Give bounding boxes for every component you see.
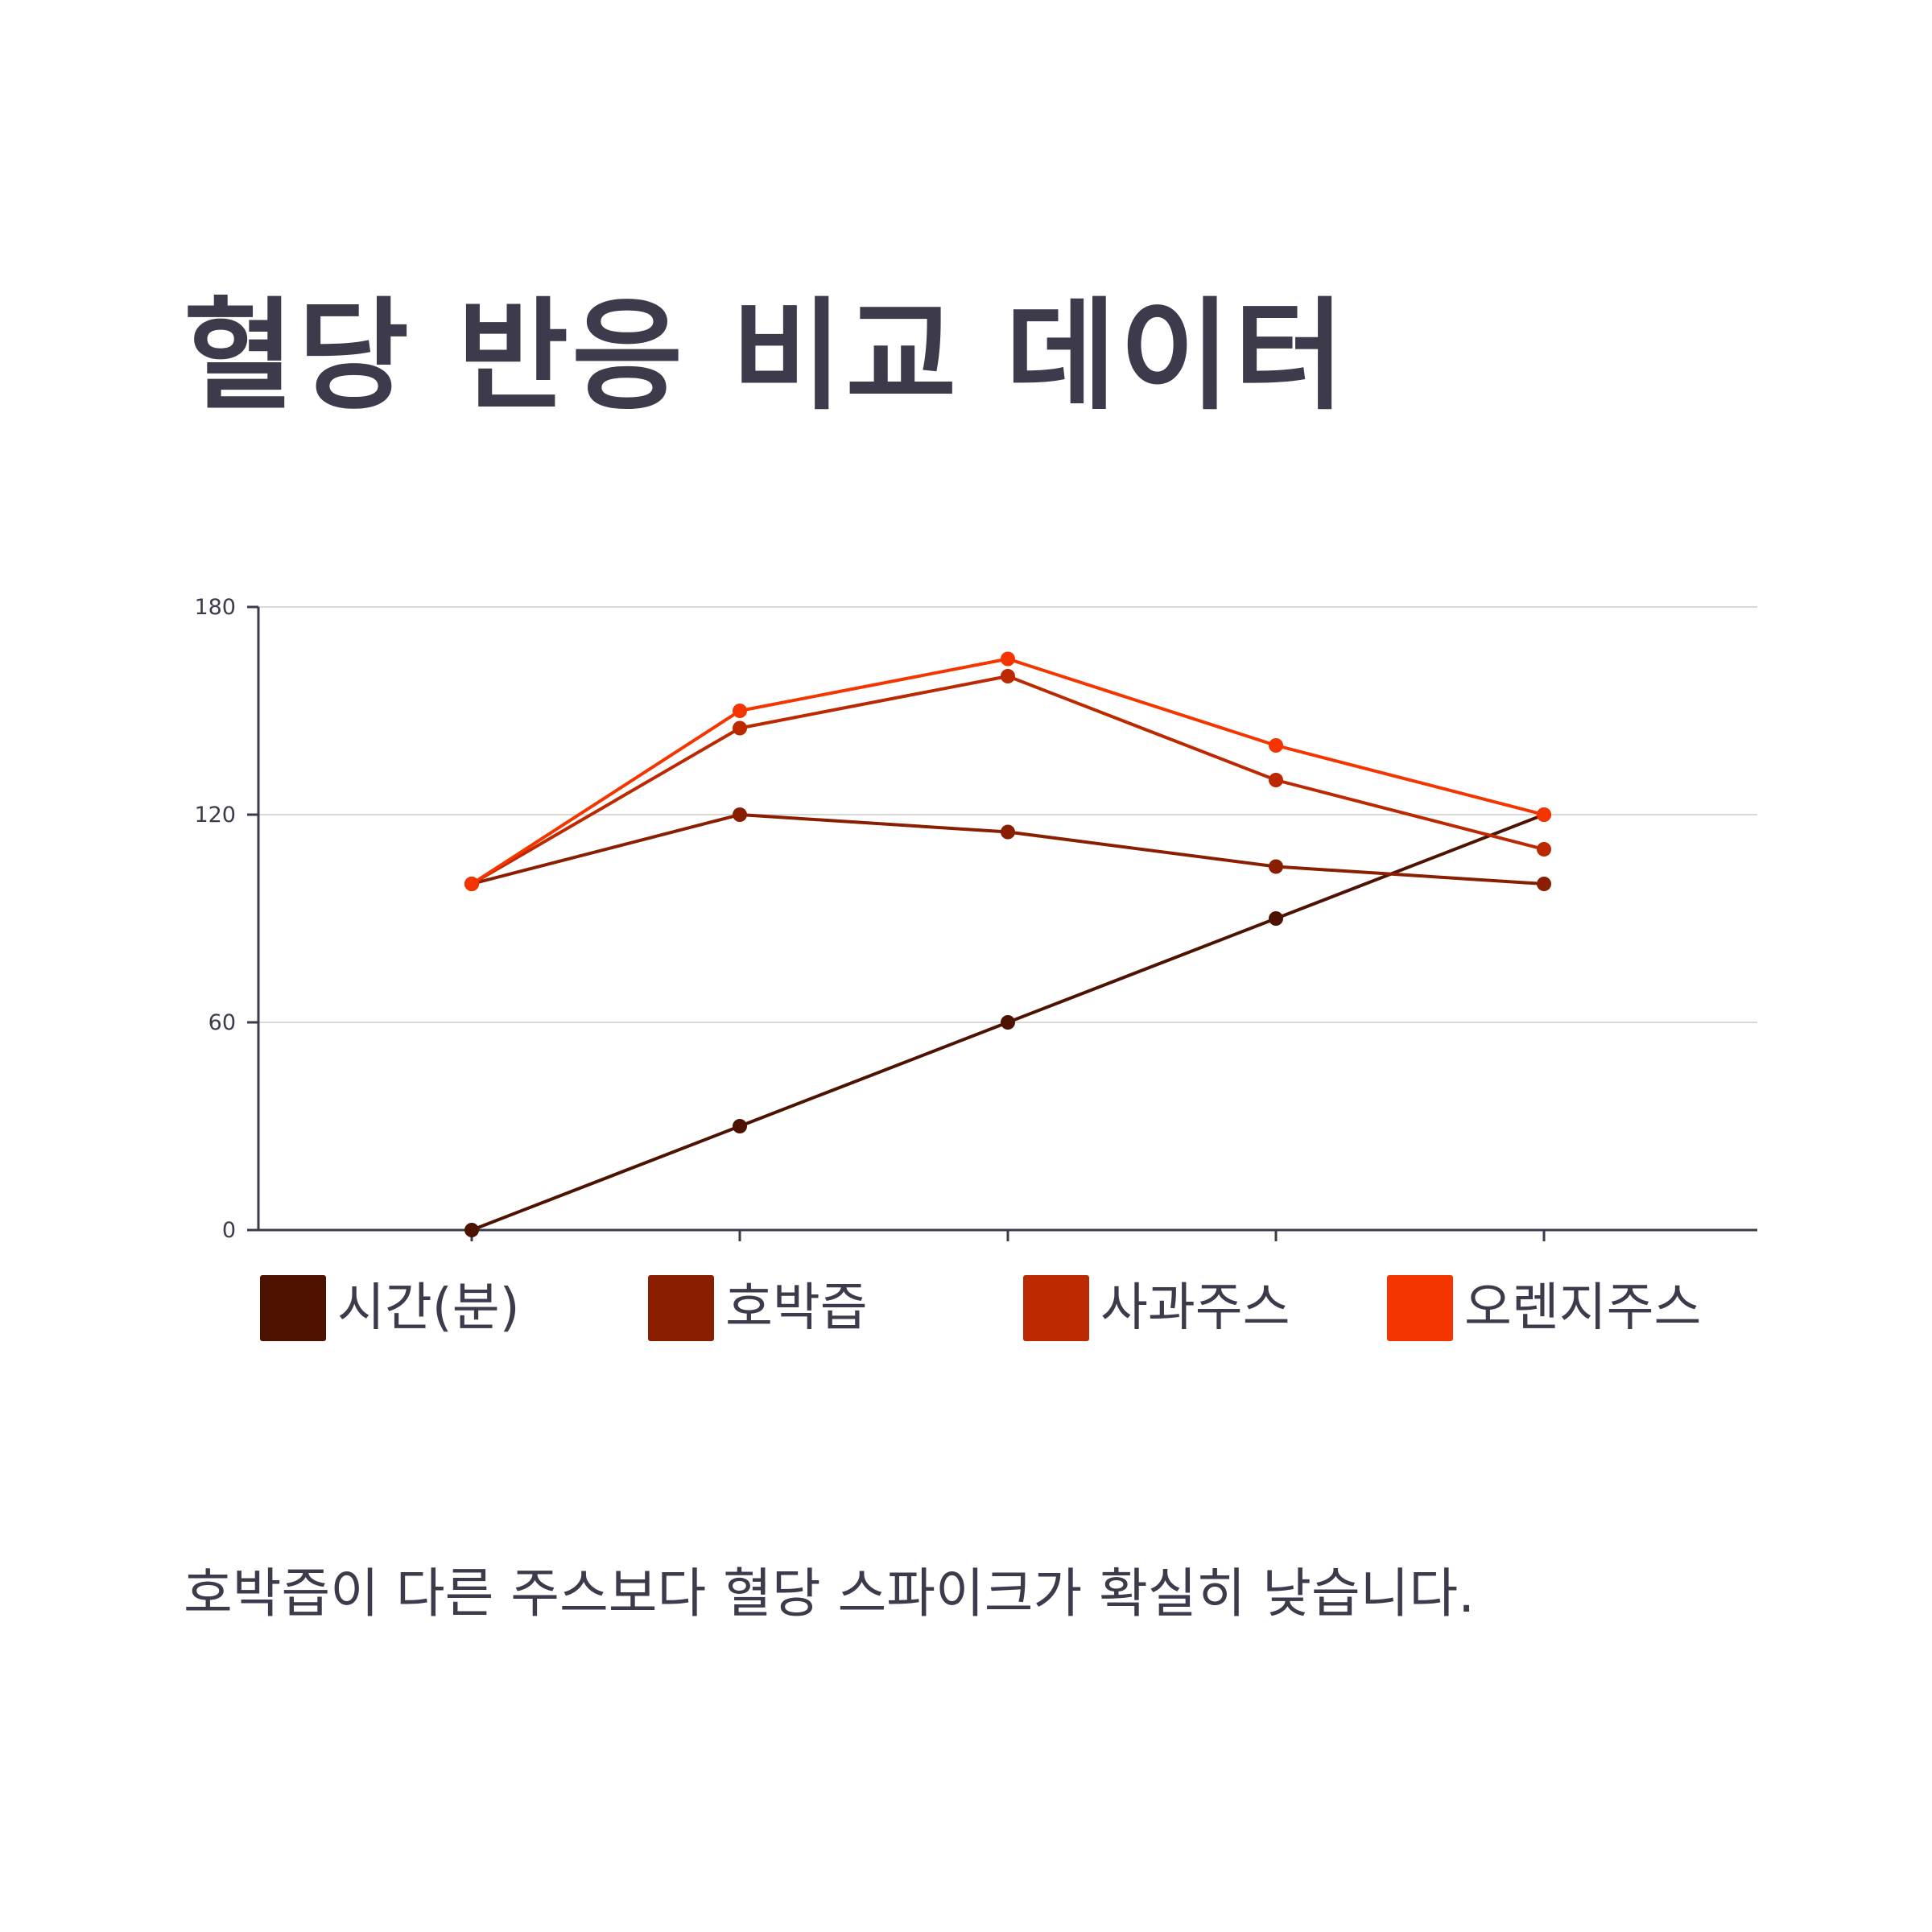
legend-item: 사과주스 <box>1023 1274 1290 1343</box>
series-1-point <box>733 1119 747 1133</box>
series-4-point <box>1269 738 1283 753</box>
series-3 <box>464 669 1551 891</box>
y-tick-label: 0 <box>222 1218 236 1243</box>
y-tick-label: 180 <box>194 595 236 620</box>
axes: 0 60 120 180 <box>194 595 1757 1243</box>
series-4-line <box>470 657 1545 886</box>
series-3-point <box>1269 773 1283 787</box>
series-2 <box>464 807 1551 891</box>
legend-label: 호박즙 <box>725 1278 868 1338</box>
legend-swatch <box>1023 1275 1089 1341</box>
y-tick-label: 60 <box>208 1010 236 1035</box>
series-4-point <box>733 704 747 718</box>
legend-label: 시간(분) <box>337 1278 520 1338</box>
series-3-point <box>1001 669 1015 683</box>
series-2-point <box>1001 824 1015 840</box>
series-3-point <box>1537 842 1551 857</box>
series-2-point <box>1537 877 1551 891</box>
legend: 시간(분) 호박즙 사과주스 오렌지주스 <box>260 1274 1741 1343</box>
legend-swatch <box>648 1275 714 1341</box>
y-tick-label: 120 <box>194 803 236 828</box>
legend-item: 오렌지주스 <box>1387 1274 1701 1343</box>
series-2-point <box>1269 859 1283 874</box>
series-3-point <box>733 720 747 736</box>
page-title: 혈당 반응 비교 데이터 <box>184 287 1348 427</box>
series-1-point <box>1001 1015 1015 1030</box>
series-4-point <box>1001 651 1015 667</box>
legend-label: 오렌지주스 <box>1464 1278 1702 1338</box>
series-4 <box>464 651 1551 891</box>
series-lines <box>464 651 1551 1237</box>
series-1-point <box>1269 911 1283 926</box>
legend-item: 호박즙 <box>648 1274 868 1343</box>
legend-label: 사과주스 <box>1100 1278 1290 1338</box>
series-2-point <box>733 807 747 822</box>
series-4-point <box>1537 807 1551 822</box>
chart-caption: 호박즙이 다른 주스보다 혈당 스파이크가 확실히 낮습니다. <box>184 1563 1476 1624</box>
legend-item: 시간(분) <box>260 1274 520 1343</box>
legend-swatch <box>1387 1275 1453 1341</box>
series-4-point <box>464 877 479 891</box>
legend-swatch <box>260 1275 326 1341</box>
series-1-point <box>464 1223 479 1237</box>
